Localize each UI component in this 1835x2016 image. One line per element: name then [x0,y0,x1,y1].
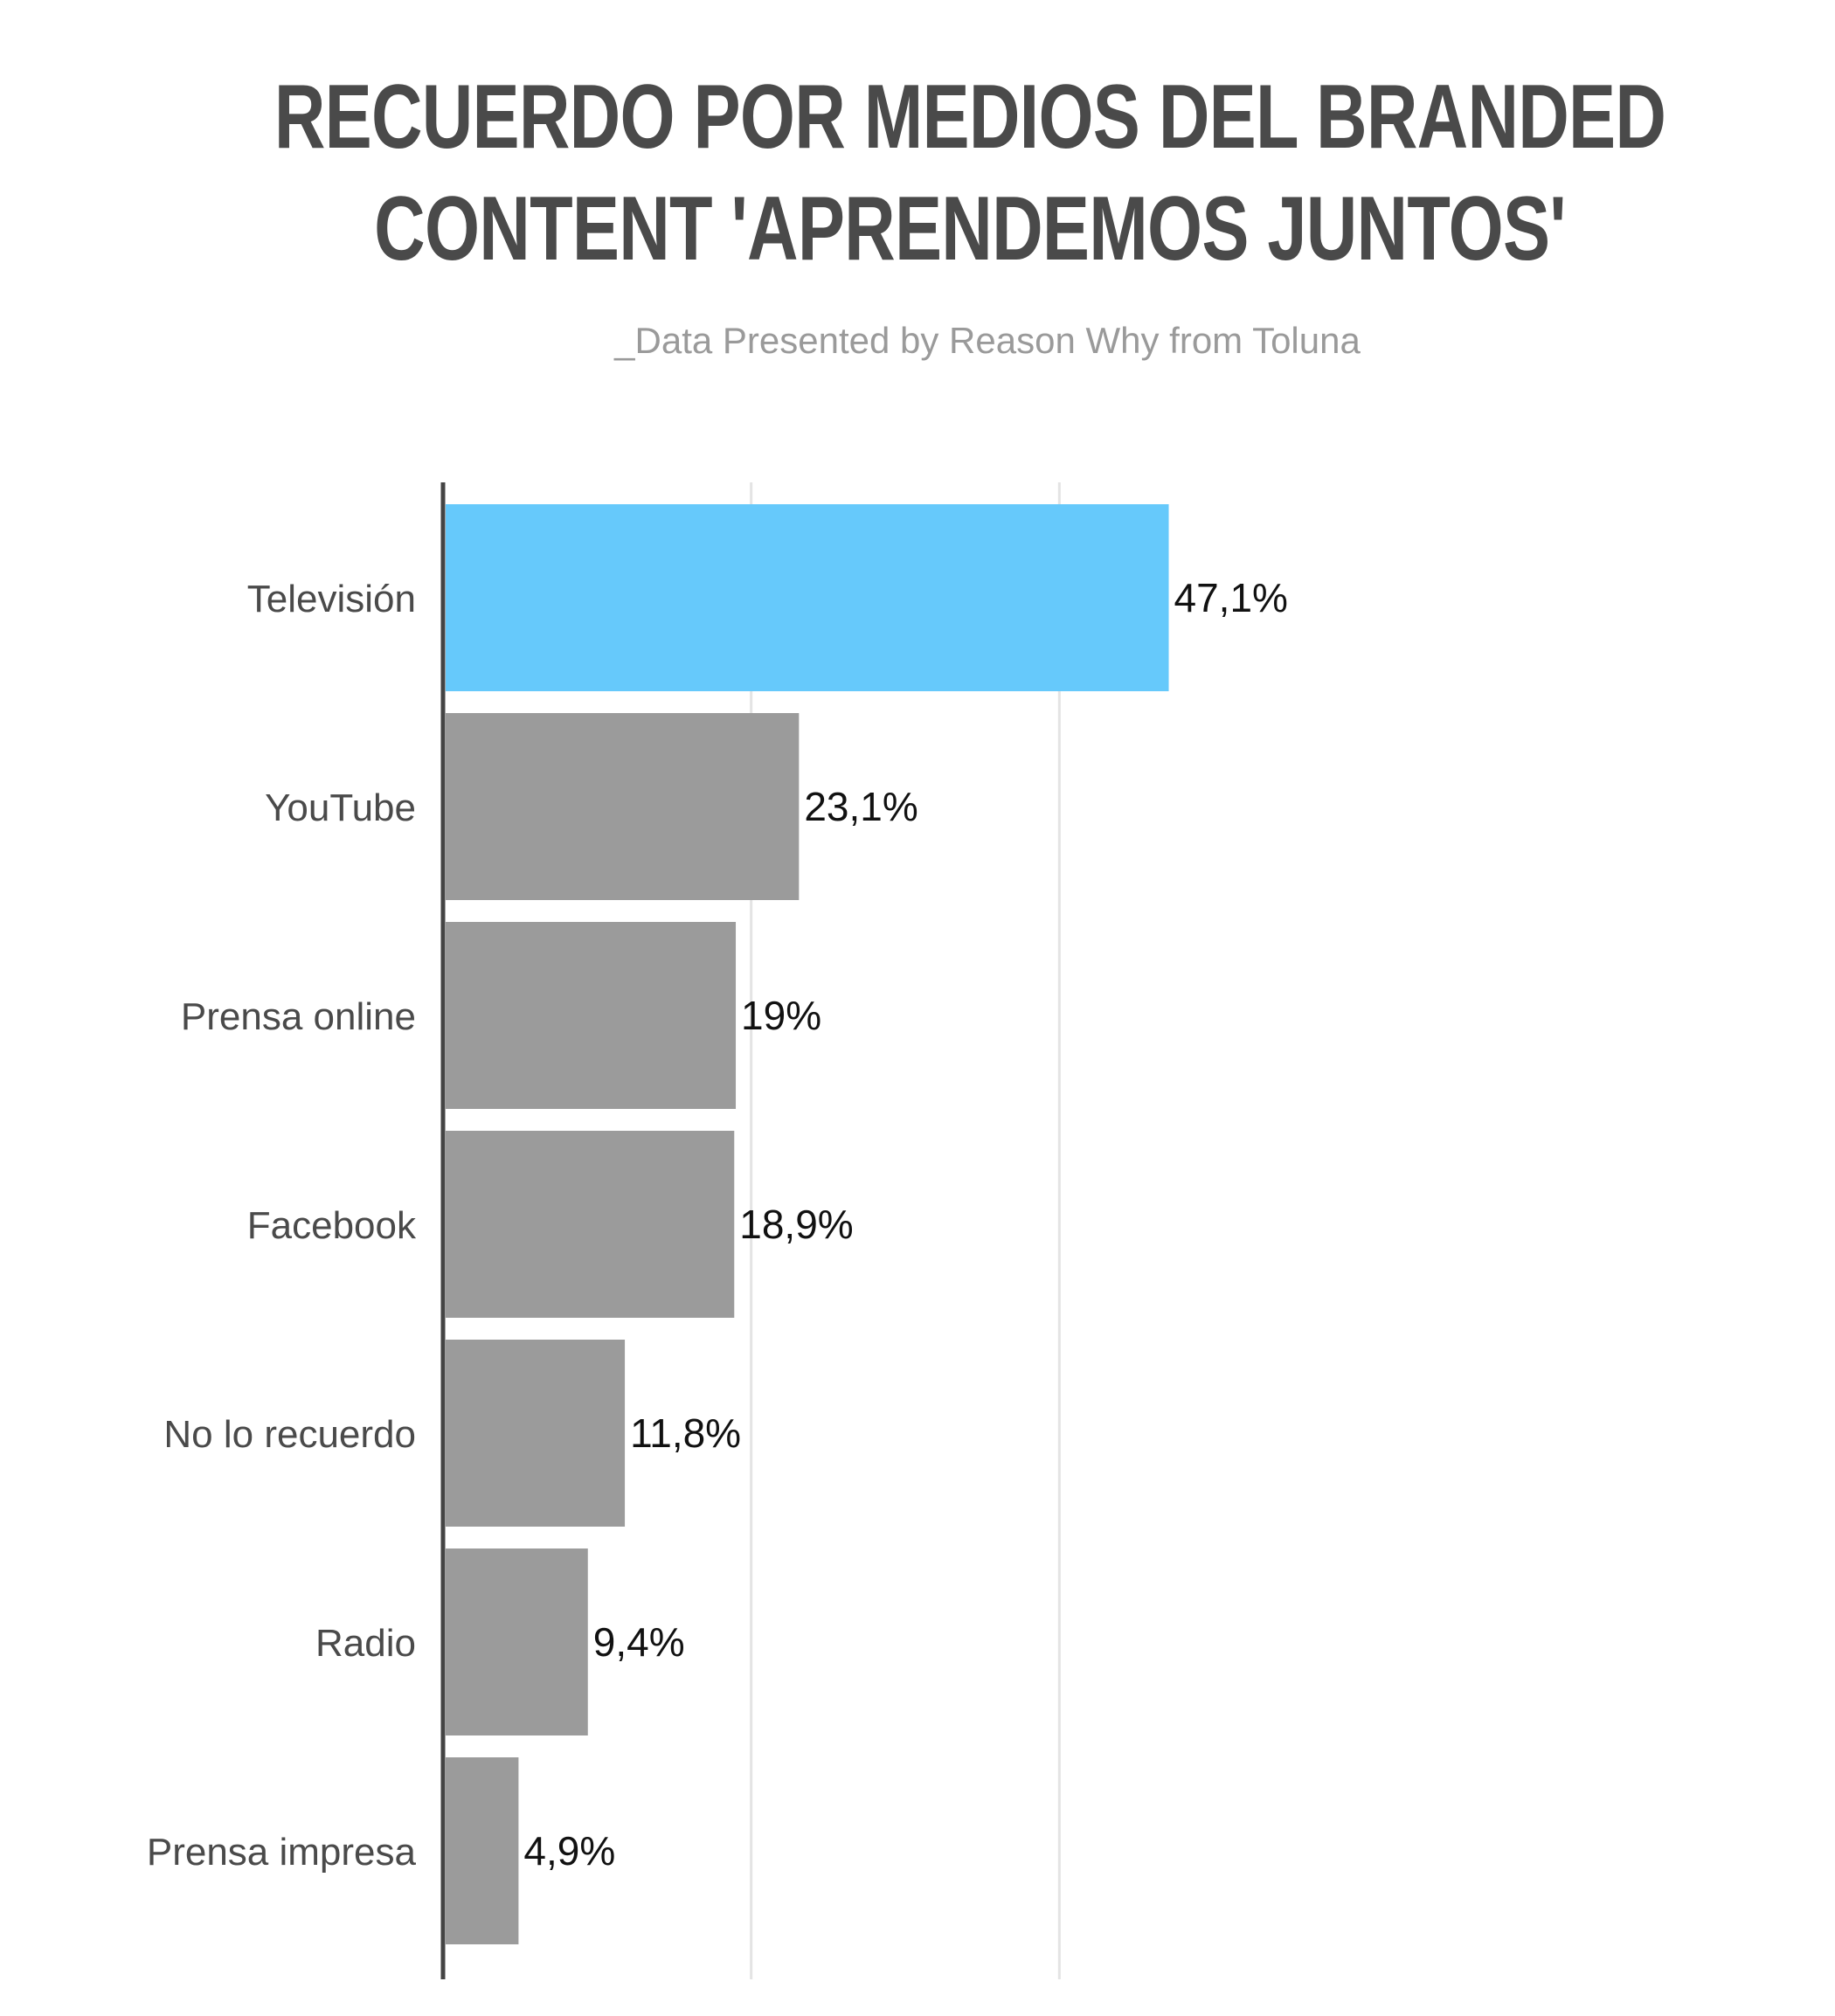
category-label-3: Prensa online [181,995,416,1038]
value-label-3: 19% [741,993,821,1038]
value-label-5: 11,8% [630,1410,741,1456]
category-label-2: YouTube [265,786,416,829]
bar-4 [446,1131,735,1318]
category-label-7: Prensa impresa [147,1831,417,1874]
chart-title: RECUERDO POR MEDIOS DEL BRANDED CONTENT … [213,61,1727,285]
bar-3 [446,922,737,1109]
category-label-4: Facebook [247,1204,417,1247]
category-label-1: Televisión [247,578,416,620]
chart-title-line-1: RECUERDO POR MEDIOS DEL BRANDED [274,66,1666,168]
value-label-1: 47,1% [1174,575,1288,620]
bar-5 [446,1340,626,1527]
bar-6 [446,1548,588,1735]
bar-7 [446,1757,519,1944]
category-label-5: No lo recuerdo [163,1413,416,1456]
value-label-2: 23,1% [804,784,918,829]
bar-2 [446,713,800,900]
value-label-4: 18,9% [739,1202,853,1247]
value-label-6: 9,4% [593,1619,685,1665]
chart-subtitle: _Data Presented by Reason Why from Tolun… [614,320,1361,361]
bar-1 [446,504,1169,691]
value-label-7: 4,9% [523,1828,615,1874]
chart-title-line-2: CONTENT 'APRENDEMOS JUNTOS' [374,178,1566,280]
title-block: RECUERDO POR MEDIOS DEL BRANDED CONTENT … [0,0,1835,376]
category-label-6: Radio [315,1622,416,1665]
